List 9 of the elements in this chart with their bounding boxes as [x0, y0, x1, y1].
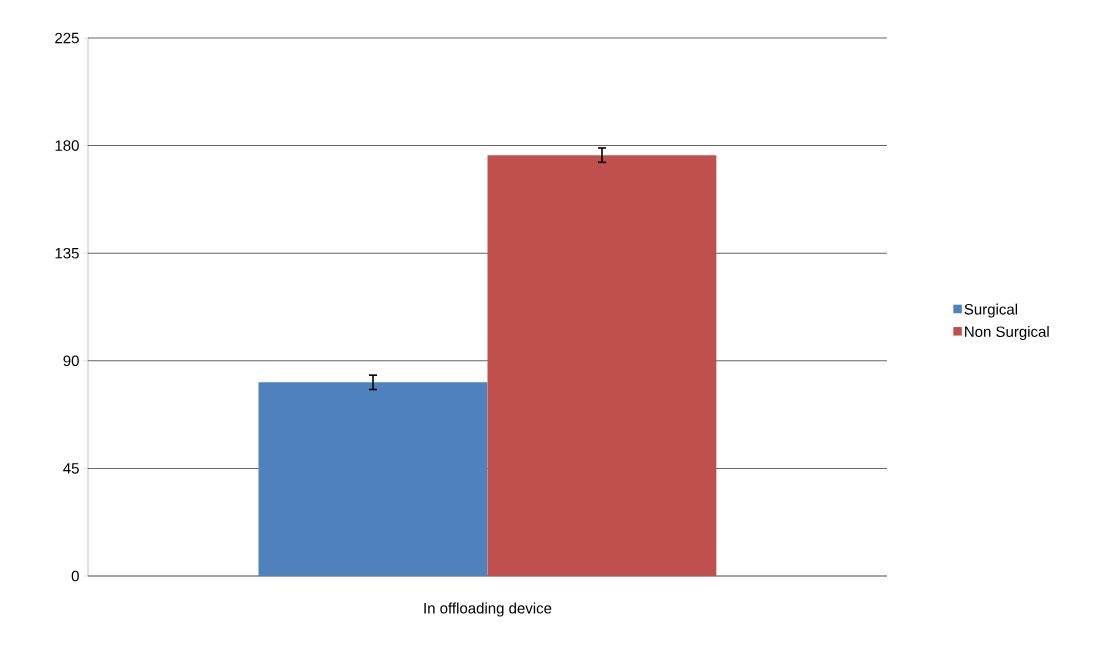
y-tick-label: 0 — [71, 570, 79, 582]
legend-label: Non Surgical — [965, 325, 1049, 340]
x-tick-label: In offloading device — [424, 602, 552, 617]
legend-label: Surgical — [964, 303, 1018, 318]
y-tick-label: 180 — [55, 140, 79, 151]
y-tick-label: 90 — [63, 355, 79, 367]
y-tick-label: 135 — [55, 247, 79, 259]
y-tick-label: 45 — [63, 463, 79, 474]
y-tick-label: 225 — [55, 32, 79, 44]
